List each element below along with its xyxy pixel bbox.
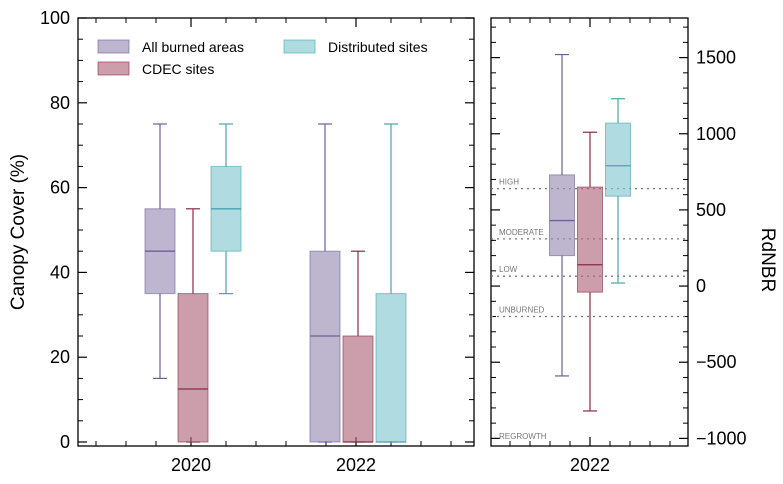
left-ytick-label: 100 bbox=[40, 8, 70, 28]
left-xtick-label: 2022 bbox=[336, 455, 376, 475]
right-ytick-label: 0 bbox=[696, 276, 706, 296]
right-ylabel: RdNBR bbox=[757, 228, 778, 292]
left-xtick-label: 2020 bbox=[171, 455, 211, 475]
left-axes-frame bbox=[77, 17, 475, 447]
legend-label: Distributed sites bbox=[328, 39, 428, 55]
legend-swatch bbox=[97, 39, 130, 54]
right-ytick-label: 1000 bbox=[696, 124, 736, 144]
right-all-burned-areas-2022-box bbox=[549, 174, 575, 257]
left-cdec-sites-2020-box bbox=[177, 293, 209, 443]
legend-label: CDEC sites bbox=[142, 61, 214, 77]
rdnbr-panel: −1000 −500 0 500 1000 1500 2022 RdNBR HIGH MODERA… bbox=[490, 17, 778, 475]
right-xtick-label: 2022 bbox=[570, 455, 610, 475]
right-ytick-label: 1500 bbox=[696, 48, 736, 68]
left-cdec-sites-2022-box bbox=[342, 335, 374, 443]
threshold-label-low: LOW bbox=[499, 265, 518, 274]
right-cdec-sites-2022-box bbox=[577, 186, 603, 293]
left-all-burned-areas-2022-box bbox=[309, 250, 341, 443]
right-ytick-label: −1000 bbox=[696, 428, 747, 448]
threshold-label-high: HIGH bbox=[499, 178, 519, 187]
left-ylabel: Canopy Cover (%) bbox=[8, 154, 29, 310]
right-distributed-sites-2022-box bbox=[605, 122, 631, 197]
threshold-label-regrowth: REGROWTH bbox=[499, 432, 547, 441]
left-ytick-label: 80 bbox=[50, 93, 70, 113]
legend: All burned areas Distributed sites CDEC si… bbox=[97, 39, 428, 77]
threshold-label-moderate: MODERATE bbox=[499, 228, 544, 237]
left-ytick-label: 20 bbox=[50, 347, 70, 367]
left-ytick-label: 40 bbox=[50, 262, 70, 282]
left-ytick-label: 60 bbox=[50, 178, 70, 198]
legend-label: All burned areas bbox=[142, 39, 244, 55]
right-ytick-label: −500 bbox=[696, 352, 737, 372]
legend-swatch bbox=[283, 39, 316, 54]
legend-swatch bbox=[97, 61, 130, 76]
threshold-label-unburned: UNBURNED bbox=[499, 306, 545, 315]
left-ytick-label: 0 bbox=[60, 432, 70, 452]
left-distributed-sites-2022-box bbox=[375, 293, 407, 443]
canopy-cover-panel: 0 20 40 60 80 100 2020 2022 Canopy Cover (%) bbox=[8, 8, 475, 475]
right-ytick-label: 500 bbox=[696, 200, 726, 220]
